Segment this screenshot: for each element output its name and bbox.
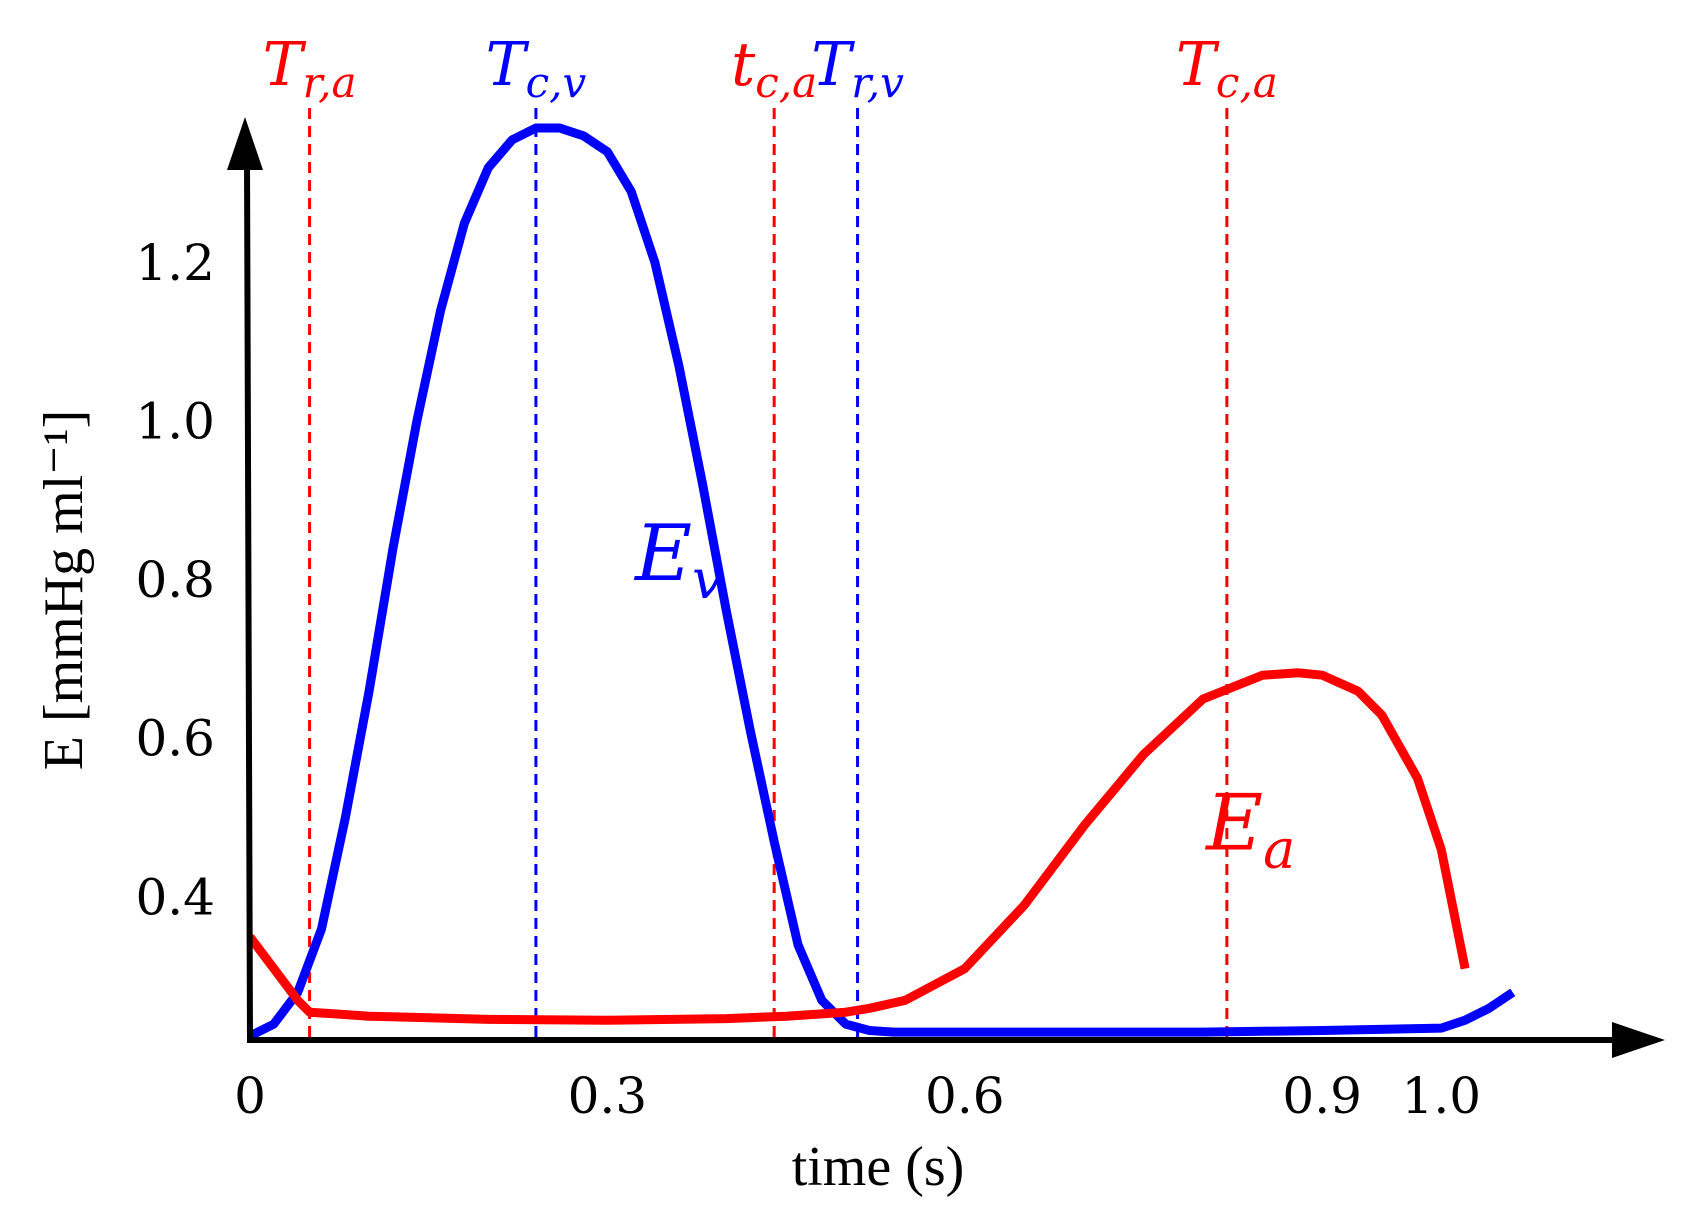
y-axis-arrow [227, 117, 263, 170]
x-tick-label: 1.0 [1402, 1067, 1482, 1125]
series-label-e-a: Ea [1204, 779, 1295, 881]
x-tick-label: 0.6 [925, 1067, 1005, 1125]
series-lines [246, 123, 1516, 1041]
x-tick-labels: 0 0.3 0.6 0.9 1.0 [234, 1067, 1481, 1125]
x-tick-label: 0 [234, 1067, 266, 1125]
series-labels: Ev Ea [633, 509, 1295, 881]
y-tick-label: 0.6 [135, 710, 215, 768]
y-tick-label: 0.4 [135, 868, 215, 926]
y-tick-label: 1.2 [135, 234, 215, 292]
marker-labels: Tr,a Tc,v tc,aTr,v Tc,a [263, 30, 1278, 107]
y-tick-label: 0.8 [135, 551, 215, 609]
marker-label-Tca: Tc,a [1176, 30, 1278, 107]
marker-label-Trv: Tr,v [811, 30, 904, 107]
marker-label-tca: tc,a [731, 30, 817, 107]
marker-label-Tra: Tr,a [263, 30, 357, 107]
x-tick-label: 0.9 [1282, 1067, 1362, 1125]
x-tick-label: 0.3 [568, 1067, 648, 1125]
marker-lines [308, 108, 1229, 1040]
y-tick-labels: 0.4 0.6 0.8 1.0 1.2 [135, 234, 215, 926]
y-axis-label: E [mmHg ml⁻¹] [33, 410, 95, 771]
series-line-e-v [247, 123, 1516, 1041]
axes [227, 117, 1665, 1058]
y-axis-line [244, 159, 253, 1044]
marker-label-Tcv: Tc,v [486, 30, 587, 107]
x-axis-label: time (s) [792, 1136, 965, 1198]
y-tick-label: 1.0 [135, 392, 215, 450]
series-line-e-a [246, 668, 1470, 1025]
x-axis-arrow [1612, 1022, 1665, 1058]
series-label-e-v: Ev [633, 509, 722, 611]
